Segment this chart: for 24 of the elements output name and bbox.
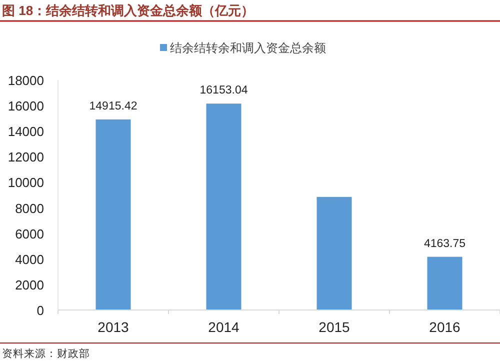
data-label: 16153.04 bbox=[200, 84, 248, 97]
bar bbox=[206, 104, 242, 310]
y-tick-label: 6000 bbox=[15, 226, 44, 242]
y-tick-label: 8000 bbox=[15, 200, 44, 216]
x-tick-label: 2015 bbox=[318, 319, 350, 335]
x-tick-label: 2016 bbox=[429, 319, 461, 335]
y-tick-label: 12000 bbox=[8, 150, 44, 165]
chart-title: 图 18：结余结转和调入资金总余额（亿元） bbox=[2, 3, 254, 18]
data-label: 14915.42 bbox=[89, 100, 138, 112]
y-tick-label: 14000 bbox=[8, 124, 44, 140]
data-label: 4163.75 bbox=[424, 238, 466, 250]
y-tick-label: 10000 bbox=[8, 175, 44, 190]
y-tick-label: 0 bbox=[36, 303, 44, 318]
bar bbox=[427, 256, 462, 310]
y-tick-label: 2000 bbox=[15, 277, 44, 292]
y-tick-label: 4000 bbox=[15, 252, 44, 267]
bar bbox=[96, 119, 131, 310]
text: 资料来源：财政部 bbox=[2, 347, 90, 360]
y-tick-label: 18000 bbox=[8, 73, 44, 88]
x-tick-label: 2014 bbox=[208, 319, 240, 335]
x-tick-label: 2013 bbox=[98, 319, 130, 335]
y-tick-label: 16000 bbox=[8, 98, 44, 114]
bar bbox=[316, 196, 352, 310]
legend-label: 结余结转余和调入资金总余额 bbox=[170, 41, 326, 55]
